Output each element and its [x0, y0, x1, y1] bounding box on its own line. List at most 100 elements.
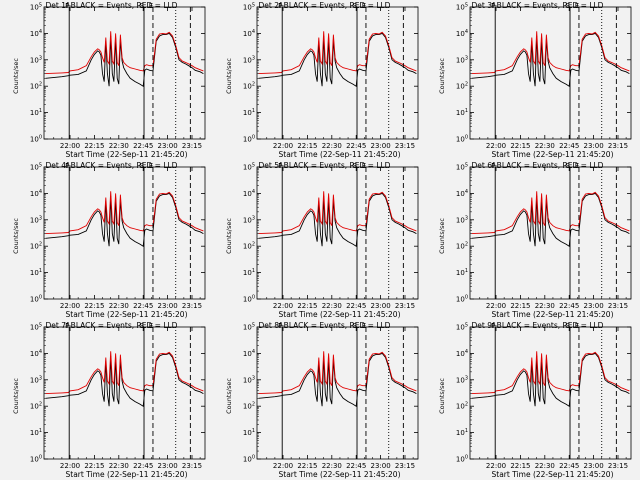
x-tick-label: 23:00: [371, 302, 391, 310]
plot-svg: P S E 22:00 22:15 22:30 22:45 23:00 23:15 100 101 1…: [30, 2, 206, 150]
y-tick-label: 103: [30, 55, 42, 64]
x-tick-label: 22:30: [322, 462, 342, 470]
x-tick-label: 22:45: [559, 462, 579, 470]
y-tick-label: 103: [30, 375, 42, 384]
y-tick-label: 103: [243, 375, 255, 384]
panel-title: Det 5f-BLACK = Events, RED = LLD: [258, 161, 391, 170]
series-line-lld: [471, 351, 630, 395]
marker-label: S: [140, 2, 145, 10]
marker-label: S: [566, 2, 571, 10]
marker-label: E: [362, 2, 366, 10]
marker-label: E: [575, 322, 579, 330]
x-tick-label: 23:15: [395, 302, 415, 310]
series-line-events: [45, 352, 204, 407]
marker-label: E: [575, 2, 579, 10]
marker-label: E: [362, 162, 366, 170]
y-tick-label: 102: [30, 242, 42, 251]
series-line-lld: [45, 351, 204, 395]
x-tick-label: 22:00: [273, 302, 293, 310]
x-tick-label: 23:00: [584, 462, 604, 470]
plot-svg: P S E 22:00 22:15 22:30 22:45 23:00 23:15 100 101 1…: [456, 162, 632, 310]
y-tick-label: 104: [30, 189, 42, 198]
x-tick-label: 22:45: [559, 142, 579, 150]
chart-panel-5: P S E 22:00 22:15 22:30 22:45 23:00 23:15 100 101 1…: [213, 160, 426, 320]
y-tick-label: 104: [243, 189, 255, 198]
y-tick-label: 104: [30, 29, 42, 38]
y-axis-label: Counts/sec: [12, 58, 20, 94]
series-line-events: [471, 352, 630, 407]
x-tick-label: 23:00: [371, 142, 391, 150]
marker-label: P: [278, 322, 282, 330]
x-tick-label: 23:15: [608, 142, 628, 150]
x-tick-label: 22:30: [109, 302, 129, 310]
x-tick-label: 22:30: [535, 142, 555, 150]
y-tick-label: 101: [30, 268, 42, 277]
y-tick-label: 100: [243, 135, 255, 144]
y-tick-label: 104: [456, 349, 468, 358]
x-tick-label: 23:00: [584, 142, 604, 150]
series-line-events: [258, 192, 417, 247]
y-axis-label: Counts/sec: [12, 378, 20, 414]
x-tick-label: 23:00: [158, 462, 178, 470]
x-tick-label: 23:15: [608, 302, 628, 310]
marker-label: E: [149, 162, 153, 170]
y-tick-label: 102: [30, 402, 42, 411]
plot-frame: [469, 326, 632, 460]
x-tick-label: 22:30: [535, 302, 555, 310]
y-tick-label: 103: [456, 375, 468, 384]
y-tick-label: 101: [30, 428, 42, 437]
plot-svg: P S E 22:00 22:15 22:30 22:45 23:00 23:15 100 101 1…: [456, 2, 632, 150]
x-tick-label: 22:15: [84, 302, 104, 310]
chart-panel-9: P S E 22:00 22:15 22:30 22:45 23:00 23:15 100 101 1…: [426, 320, 639, 480]
marker-label: S: [140, 162, 145, 170]
x-tick-label: 22:30: [322, 302, 342, 310]
y-tick-label: 102: [30, 82, 42, 91]
plot-frame: [256, 326, 419, 460]
marker-label: S: [353, 2, 358, 10]
x-tick-label: 22:15: [510, 142, 530, 150]
x-tick-label: 22:00: [60, 142, 80, 150]
plot-frame: [256, 6, 419, 140]
x-axis-label: Start Time (22-Sep-11 21:45:20): [278, 310, 401, 319]
x-tick-label: 23:00: [158, 142, 178, 150]
marker-label: E: [149, 2, 153, 10]
plot-frame: [43, 6, 206, 140]
series-line-lld: [258, 31, 417, 75]
y-tick-label: 101: [243, 108, 255, 117]
series-line-lld: [471, 191, 630, 235]
y-tick-label: 105: [30, 163, 42, 172]
chart-panel-3: P S E 22:00 22:15 22:30 22:45 23:00 23:15 100 101 1…: [426, 0, 639, 160]
y-tick-label: 101: [456, 268, 468, 277]
y-tick-label: 104: [243, 29, 255, 38]
y-tick-label: 102: [243, 82, 255, 91]
x-tick-label: 22:45: [346, 302, 366, 310]
x-tick-label: 22:15: [510, 302, 530, 310]
x-axis-label: Start Time (22-Sep-11 21:45:20): [491, 470, 614, 479]
x-tick-label: 22:00: [273, 462, 293, 470]
x-tick-label: 22:30: [322, 142, 342, 150]
y-axis-label: Counts/sec: [12, 218, 20, 254]
marker-label: P: [491, 322, 495, 330]
y-tick-label: 102: [456, 402, 468, 411]
y-tick-label: 104: [456, 189, 468, 198]
y-tick-label: 105: [456, 3, 468, 12]
x-tick-label: 22:45: [559, 302, 579, 310]
y-tick-label: 104: [456, 29, 468, 38]
plot-frame: [469, 166, 632, 300]
marker-label: E: [362, 322, 366, 330]
x-tick-label: 22:15: [297, 462, 317, 470]
x-tick-label: 22:00: [486, 142, 506, 150]
x-tick-label: 22:45: [133, 302, 153, 310]
series-line-lld: [258, 351, 417, 395]
y-tick-label: 100: [30, 455, 42, 464]
panel-title: Det 2f-BLACK = Events, RED = LLD: [258, 1, 391, 10]
series-line-lld: [471, 31, 630, 75]
y-tick-label: 105: [243, 3, 255, 12]
chart-panel-2: P S E 22:00 22:15 22:30 22:45 23:00 23:15 100 101 1…: [213, 0, 426, 160]
x-axis-label: Start Time (22-Sep-11 21:45:20): [491, 150, 614, 159]
x-tick-label: 22:00: [486, 302, 506, 310]
y-tick-label: 105: [456, 163, 468, 172]
x-tick-label: 23:00: [371, 462, 391, 470]
y-axis-label: Counts/sec: [438, 218, 446, 254]
series-line-events: [258, 352, 417, 407]
